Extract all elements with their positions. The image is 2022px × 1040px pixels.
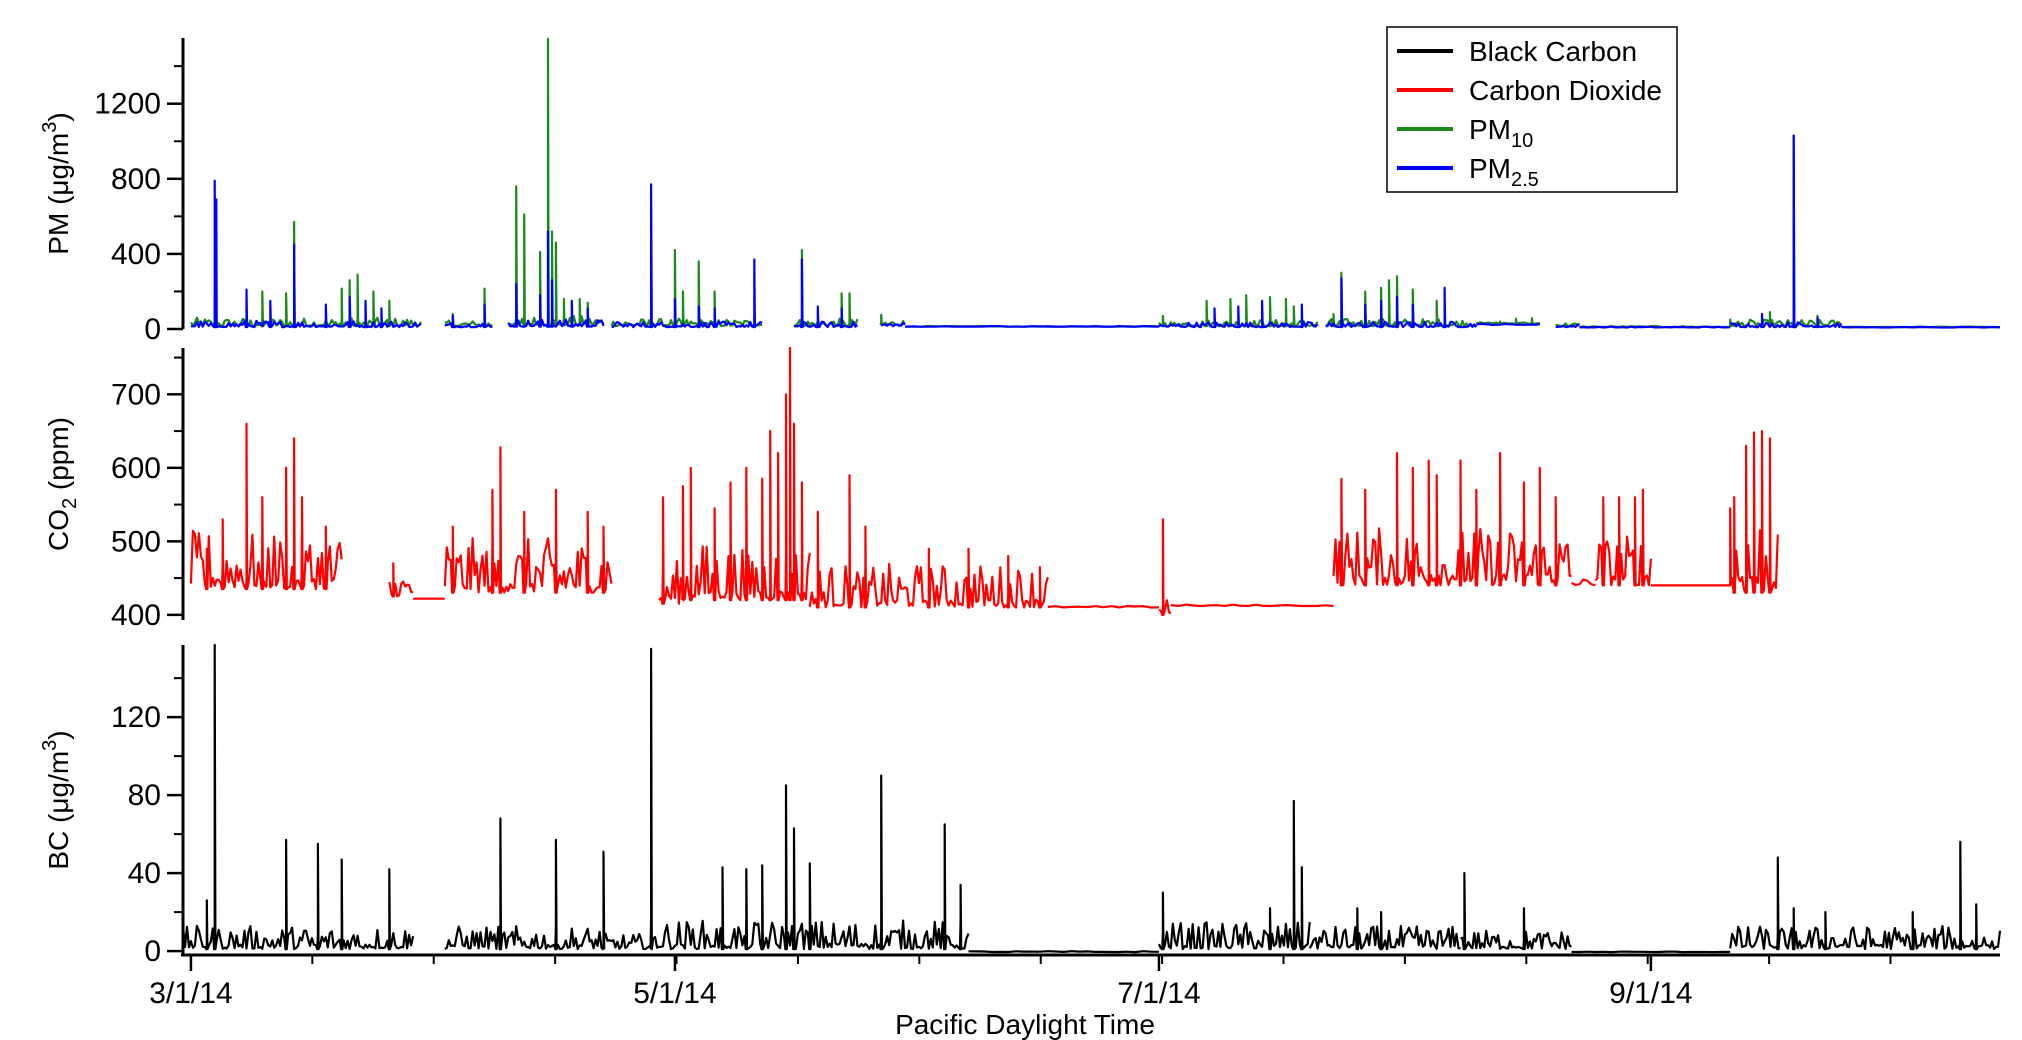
series-line-segment (508, 37, 605, 327)
series-line-segment (649, 647, 970, 951)
series-line-segment (1594, 488, 1652, 587)
series-pm10 (190, 37, 2000, 329)
y-tick-label-bc: 120 (111, 701, 161, 734)
legend-label: Black Carbon (1469, 36, 1637, 67)
series-line-segment (1729, 134, 1843, 329)
series-line-segment (1729, 134, 1843, 328)
series-line-segment (1555, 323, 1580, 329)
panel-co2: 400 500 600 700 CO2 (ppm) (43, 346, 1779, 632)
series-line-segment (808, 474, 1049, 609)
x-tick-label: 3/1/14 (149, 977, 232, 1010)
y-tick-label-bc: 40 (128, 857, 161, 890)
series-line-segment (1571, 950, 1731, 954)
series-line-segment (968, 950, 1159, 954)
series-line-segment (1158, 518, 1172, 616)
y-tick-label-pm: 400 (111, 238, 161, 271)
series-line-segment (1729, 430, 1779, 594)
y-tick-label-co2: 400 (111, 599, 161, 632)
series-line-segment (1579, 325, 1731, 329)
series-line-segment (1308, 907, 1461, 951)
series-line-segment (1157, 799, 1311, 951)
series-line-segment (443, 446, 613, 594)
series-line-segment (1325, 277, 1478, 329)
series-line-segment (1325, 271, 1477, 328)
series-black-carbon (181, 643, 2002, 954)
series-line-segment (681, 346, 811, 602)
series-line-segment (1170, 603, 1334, 608)
y-tick-label-co2: 600 (111, 452, 161, 485)
series-line-segment (189, 422, 343, 591)
series-line-segment (602, 932, 652, 951)
series-line-segment (1173, 294, 1319, 328)
y-tick-label-bc: 80 (128, 779, 161, 812)
x-tick-label: 5/1/14 (633, 977, 716, 1010)
series-line-segment (610, 249, 763, 328)
series-line-segment (880, 321, 906, 328)
x-tick-label: 7/1/14 (1117, 977, 1200, 1010)
series-line-segment (1174, 299, 1319, 329)
x-axis: 3/1/14 5/1/14 7/1/14 9/1/14 (149, 953, 2000, 1010)
series-line-segment (190, 179, 422, 329)
y-tick-label-bc: 0 (144, 935, 161, 968)
series-line-segment (1571, 578, 1596, 587)
y-tick-label-pm: 800 (111, 163, 161, 196)
legend-box (1386, 26, 1678, 193)
series-line-segment (1650, 507, 1732, 587)
panel-pm: 0 400 800 1200 PM (μg/m3) (39, 37, 2001, 346)
y-axis-title-bc: BC (μg/m3) (39, 730, 74, 869)
legend-label: Carbon Dioxide (1469, 75, 1662, 106)
series-line-segment (388, 562, 414, 598)
series-line-segment (1841, 325, 2001, 329)
series-line-segment (1332, 452, 1572, 587)
series-line-segment (793, 258, 859, 329)
y-axis-title-co2: CO2 (ppm) (43, 417, 81, 551)
series-pm2-5 (190, 134, 2001, 329)
series-line-segment (1729, 840, 2002, 951)
series-line-segment (1460, 872, 1572, 951)
series-line-segment (1047, 605, 1159, 609)
series-line-segment (444, 817, 606, 951)
legend-label: PM10 (1469, 114, 1533, 152)
series-line-segment (444, 303, 493, 329)
y-tick-label-pm: 1200 (94, 88, 161, 121)
series-line-segment (1158, 323, 1176, 328)
series-line-segment (181, 643, 415, 951)
x-tick-label: 9/1/14 (1609, 977, 1692, 1010)
x-axis-title: Pacific Daylight Time (895, 1009, 1155, 1040)
y-tick-label-pm: 0 (144, 313, 161, 346)
series-line-segment (1476, 322, 1541, 326)
series-line-segment (507, 230, 605, 328)
series-co2 (189, 346, 1779, 616)
legend-label: PM2.5 (1469, 153, 1539, 191)
series-line-segment (611, 183, 763, 329)
series-line-segment (1475, 317, 1540, 325)
series-line-segment (190, 220, 422, 328)
series-line-segment (793, 249, 859, 328)
panel-bc: 0 40 80 120 BC (μg/m3) (39, 643, 2002, 968)
series-line-segment (904, 325, 1159, 328)
y-tick-label-co2: 500 (111, 525, 161, 558)
y-axis-title-pm: PM (μg/m3) (39, 112, 74, 254)
series-line-segment (658, 496, 684, 605)
y-tick-label-co2: 700 (111, 378, 161, 411)
